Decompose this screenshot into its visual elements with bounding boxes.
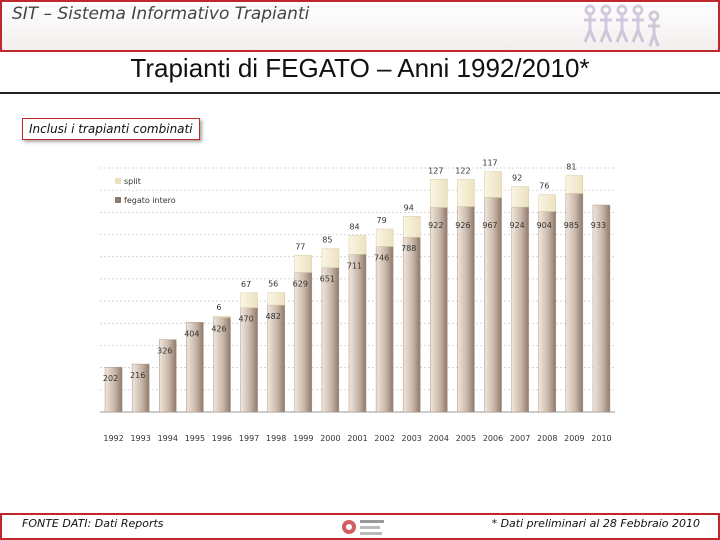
data-label-intero: 967 <box>482 221 497 230</box>
footer-band <box>0 513 720 540</box>
x-tick-label: 1998 <box>266 434 286 443</box>
bar-intero <box>375 246 394 413</box>
legend-swatch <box>115 197 121 203</box>
bar-intero <box>538 211 556 413</box>
bar-intero <box>592 204 611 413</box>
title-rule <box>0 92 720 94</box>
x-tick-label: 2008 <box>537 434 557 443</box>
data-label-split: 117 <box>482 159 497 168</box>
legend-swatch <box>115 178 121 184</box>
data-label-split: 56 <box>268 280 278 289</box>
data-label-split: 85 <box>322 236 332 245</box>
bar-intero <box>511 206 529 413</box>
x-tick-label: 2002 <box>374 434 394 443</box>
data-label-intero: 904 <box>537 221 552 230</box>
people-logo-icon <box>583 4 660 47</box>
bar-intero <box>186 322 204 413</box>
footer-logo-icon <box>342 520 384 535</box>
bar-split <box>375 228 394 247</box>
x-tick-label: 1995 <box>185 434 205 443</box>
data-label-intero: 711 <box>347 261 362 270</box>
x-tick-label: 1994 <box>158 434 178 443</box>
x-tick-label: 2001 <box>347 434 367 443</box>
data-label-intero: 202 <box>103 374 118 383</box>
data-label-split: 81 <box>566 163 576 172</box>
bar-split <box>484 171 502 198</box>
data-label-intero: 470 <box>238 315 253 324</box>
bar-intero <box>321 267 340 413</box>
bar-split <box>430 179 448 208</box>
footer-footnote: * Dati preliminari al 28 Febbraio 2010 <box>491 517 700 530</box>
bar-intero <box>131 363 150 413</box>
data-label-intero: 985 <box>564 221 579 230</box>
x-tick-label: 2006 <box>483 434 503 443</box>
bar-split <box>565 175 584 194</box>
data-label-split: 92 <box>512 174 522 183</box>
stacked-bar-chart: 202 1992 216 1993 326 1994 404 1995 426 6 1996 470 6… <box>100 159 615 443</box>
x-tick-label: 2010 <box>591 434 611 443</box>
data-label-split: 67 <box>241 280 251 289</box>
data-label-intero: 404 <box>184 329 199 338</box>
bar-split <box>511 186 529 208</box>
bar-split <box>348 235 367 255</box>
bar-intero <box>159 339 177 413</box>
data-label-split: 84 <box>349 223 359 232</box>
x-tick-label: 2007 <box>510 434 530 443</box>
data-label-split: 79 <box>377 216 387 225</box>
bar-split <box>457 179 475 207</box>
bar-split <box>538 194 556 212</box>
bar-intero <box>267 304 285 413</box>
x-tick-label: 2005 <box>456 434 476 443</box>
legend-label: fegato intero <box>124 196 176 205</box>
data-label-intero: 426 <box>211 325 226 334</box>
bar-intero <box>104 366 123 413</box>
data-label-split: 76 <box>539 182 549 191</box>
data-label-split: 127 <box>428 166 443 175</box>
data-label-intero: 926 <box>455 221 470 230</box>
legend-label: split <box>124 177 141 186</box>
bar-split <box>213 315 231 318</box>
data-label-split: 6 <box>216 303 221 312</box>
x-tick-label: 2004 <box>429 434 449 443</box>
bar-intero <box>294 272 313 413</box>
x-tick-label: 1996 <box>212 434 232 443</box>
bar-split <box>240 292 258 308</box>
bar-intero <box>430 207 448 413</box>
data-label-split: 77 <box>295 242 305 251</box>
bar-intero <box>348 254 367 413</box>
data-label-intero: 482 <box>266 312 281 321</box>
header-title: SIT – Sistema Informativo Trapianti <box>12 4 310 24</box>
bar-intero <box>402 236 421 413</box>
data-label-intero: 933 <box>591 221 606 230</box>
data-label-split: 94 <box>404 203 414 212</box>
data-label-split: 122 <box>455 167 470 176</box>
bar-split <box>267 292 285 306</box>
x-tick-label: 2003 <box>402 434 422 443</box>
x-tick-label: 1999 <box>293 434 313 443</box>
x-tick-label: 2009 <box>564 434 584 443</box>
note-box: Inclusi i trapianti combinati <box>22 118 200 140</box>
main-title: Trapianti di FEGATO – Anni 1992/2010* <box>130 53 590 83</box>
x-tick-label: 1992 <box>103 434 123 443</box>
data-label-intero: 788 <box>401 244 416 253</box>
bar-intero <box>457 206 475 413</box>
x-tick-label: 1997 <box>239 434 259 443</box>
data-label-intero: 216 <box>130 371 145 380</box>
header-band <box>0 0 720 52</box>
data-label-intero: 922 <box>428 221 443 230</box>
data-label-intero: 924 <box>509 221 524 230</box>
bar-split <box>402 216 421 238</box>
x-tick-label: 1993 <box>130 434 150 443</box>
bar-split <box>294 255 313 273</box>
footer-source: FONTE DATI: Dati Reports <box>22 517 164 530</box>
data-label-intero: 651 <box>320 275 335 284</box>
data-label-intero: 326 <box>157 347 172 356</box>
data-label-intero: 746 <box>374 254 389 263</box>
x-tick-label: 2000 <box>320 434 340 443</box>
data-label-intero: 629 <box>293 279 308 288</box>
bar-split <box>321 248 340 268</box>
